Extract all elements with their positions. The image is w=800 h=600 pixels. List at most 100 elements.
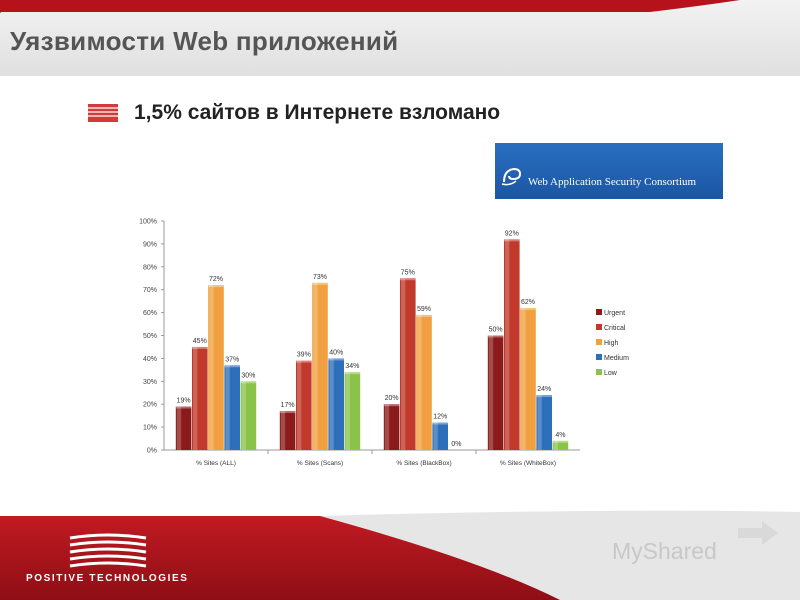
data-label: 20% xyxy=(385,395,399,402)
bar-top-highlight xyxy=(487,335,504,338)
bar-top-highlight xyxy=(383,404,400,407)
data-label: 12% xyxy=(433,414,447,421)
wasc-logo xyxy=(495,143,723,199)
bar-highlight xyxy=(505,239,510,450)
bar-low xyxy=(240,381,257,450)
bar-top-highlight xyxy=(504,239,520,242)
data-label: 4% xyxy=(555,432,565,439)
data-label: 37% xyxy=(225,356,239,363)
bar-critical xyxy=(504,239,520,450)
bar-top-highlight xyxy=(175,406,192,409)
bar-critical xyxy=(192,346,208,450)
data-label: 24% xyxy=(537,386,551,393)
data-label: 0% xyxy=(451,441,461,448)
y-tick-label: 80% xyxy=(143,264,157,271)
bar-highlight xyxy=(401,278,406,450)
bar-critical xyxy=(400,278,416,450)
data-label: 59% xyxy=(417,306,431,313)
header-gray-band xyxy=(0,0,800,76)
bar-highlight xyxy=(521,308,526,450)
bar-top-highlight xyxy=(344,372,361,375)
legend-label: Critical xyxy=(604,325,626,332)
bar-medium xyxy=(328,358,344,450)
y-tick-label: 0% xyxy=(147,448,157,455)
bar-top-highlight xyxy=(312,282,328,285)
bar-high xyxy=(312,282,328,450)
bar-low xyxy=(344,372,361,450)
bar-highlight xyxy=(241,381,246,450)
bar-top-highlight xyxy=(432,422,448,425)
y-tick-label: 90% xyxy=(143,241,157,248)
legend-swatch-high xyxy=(596,339,602,345)
bar-urgent xyxy=(175,406,192,450)
bar-critical xyxy=(296,360,312,450)
legend-label: Low xyxy=(604,370,618,377)
y-tick-label: 40% xyxy=(143,356,157,363)
y-tick-label: 20% xyxy=(143,402,157,409)
bar-medium xyxy=(432,422,448,450)
next-slide-arrow-icon[interactable] xyxy=(738,521,778,545)
bar-high xyxy=(520,308,536,450)
bar-highlight xyxy=(384,404,390,450)
y-tick-label: 50% xyxy=(143,333,157,340)
y-tick-label: 100% xyxy=(139,219,157,226)
bar-top-highlight xyxy=(192,346,208,349)
data-label: 73% xyxy=(313,274,327,281)
legend-swatch-low xyxy=(596,369,602,375)
bullet-text: 1,5% сайтов в Интернете взломано xyxy=(134,101,501,124)
bar-urgent xyxy=(279,411,296,450)
page-title: Уязвимости Web приложений xyxy=(10,26,399,56)
bar-top-highlight xyxy=(552,440,569,443)
data-label: 75% xyxy=(401,269,415,276)
x-tick-label: % Sites (ALL) xyxy=(196,460,236,467)
bar-urgent xyxy=(487,335,504,450)
bar-highlight xyxy=(417,314,422,450)
bar-highlight xyxy=(345,372,350,450)
bar-medium xyxy=(536,395,552,450)
legend-swatch-urgent xyxy=(596,309,602,315)
bar-highlight xyxy=(329,358,334,450)
bar-highlight xyxy=(225,365,230,450)
data-label: 17% xyxy=(281,402,295,409)
data-label: 34% xyxy=(345,363,359,370)
bar-highlight xyxy=(553,440,558,450)
bar-high xyxy=(416,314,432,450)
bar-top-highlight xyxy=(328,358,344,361)
data-label: 45% xyxy=(193,338,207,345)
bar-highlight xyxy=(433,422,438,450)
bar-highlight xyxy=(297,360,302,450)
legend-swatch-critical xyxy=(596,324,602,330)
bar-top-highlight xyxy=(536,395,552,398)
data-label: 92% xyxy=(505,230,519,237)
bar-highlight xyxy=(193,346,198,450)
data-label: 62% xyxy=(521,299,535,306)
bar-highlight xyxy=(488,335,494,450)
bar-high xyxy=(208,285,224,450)
legend-label: Medium xyxy=(604,355,629,362)
bar-top-highlight xyxy=(224,365,240,368)
data-label: 40% xyxy=(329,349,343,356)
wasc-swirl-icon xyxy=(501,167,522,186)
y-tick-label: 60% xyxy=(143,310,157,317)
bar-medium xyxy=(224,365,240,450)
y-tick-label: 70% xyxy=(143,287,157,294)
wasc-logo-text: Web Application Security Consortium xyxy=(528,176,697,188)
legend-swatch-medium xyxy=(596,354,602,360)
x-tick-label: % Sites (Scans) xyxy=(297,460,343,467)
legend-label: High xyxy=(604,340,619,347)
bar-chart: 0% 10% 20% 30% 40% 50% 60% 70% 80% 90% 100% 19% 45% 7… xyxy=(139,219,629,468)
bar-low xyxy=(552,440,569,450)
x-tick-label: % Sites (BlackBox) xyxy=(396,460,451,467)
y-tick-label: 10% xyxy=(143,425,157,432)
data-label: 19% xyxy=(177,397,191,404)
legend-label: Urgent xyxy=(604,310,625,317)
data-label: 50% xyxy=(489,327,503,334)
data-label: 30% xyxy=(241,372,255,379)
bar-top-highlight xyxy=(279,411,296,414)
bar-top-highlight xyxy=(520,308,536,311)
watermark-text: MyShared xyxy=(612,538,717,564)
bar-urgent xyxy=(383,404,400,450)
bar-highlight xyxy=(537,395,542,450)
x-tick-label: % Sites (WhiteBox) xyxy=(500,460,556,467)
